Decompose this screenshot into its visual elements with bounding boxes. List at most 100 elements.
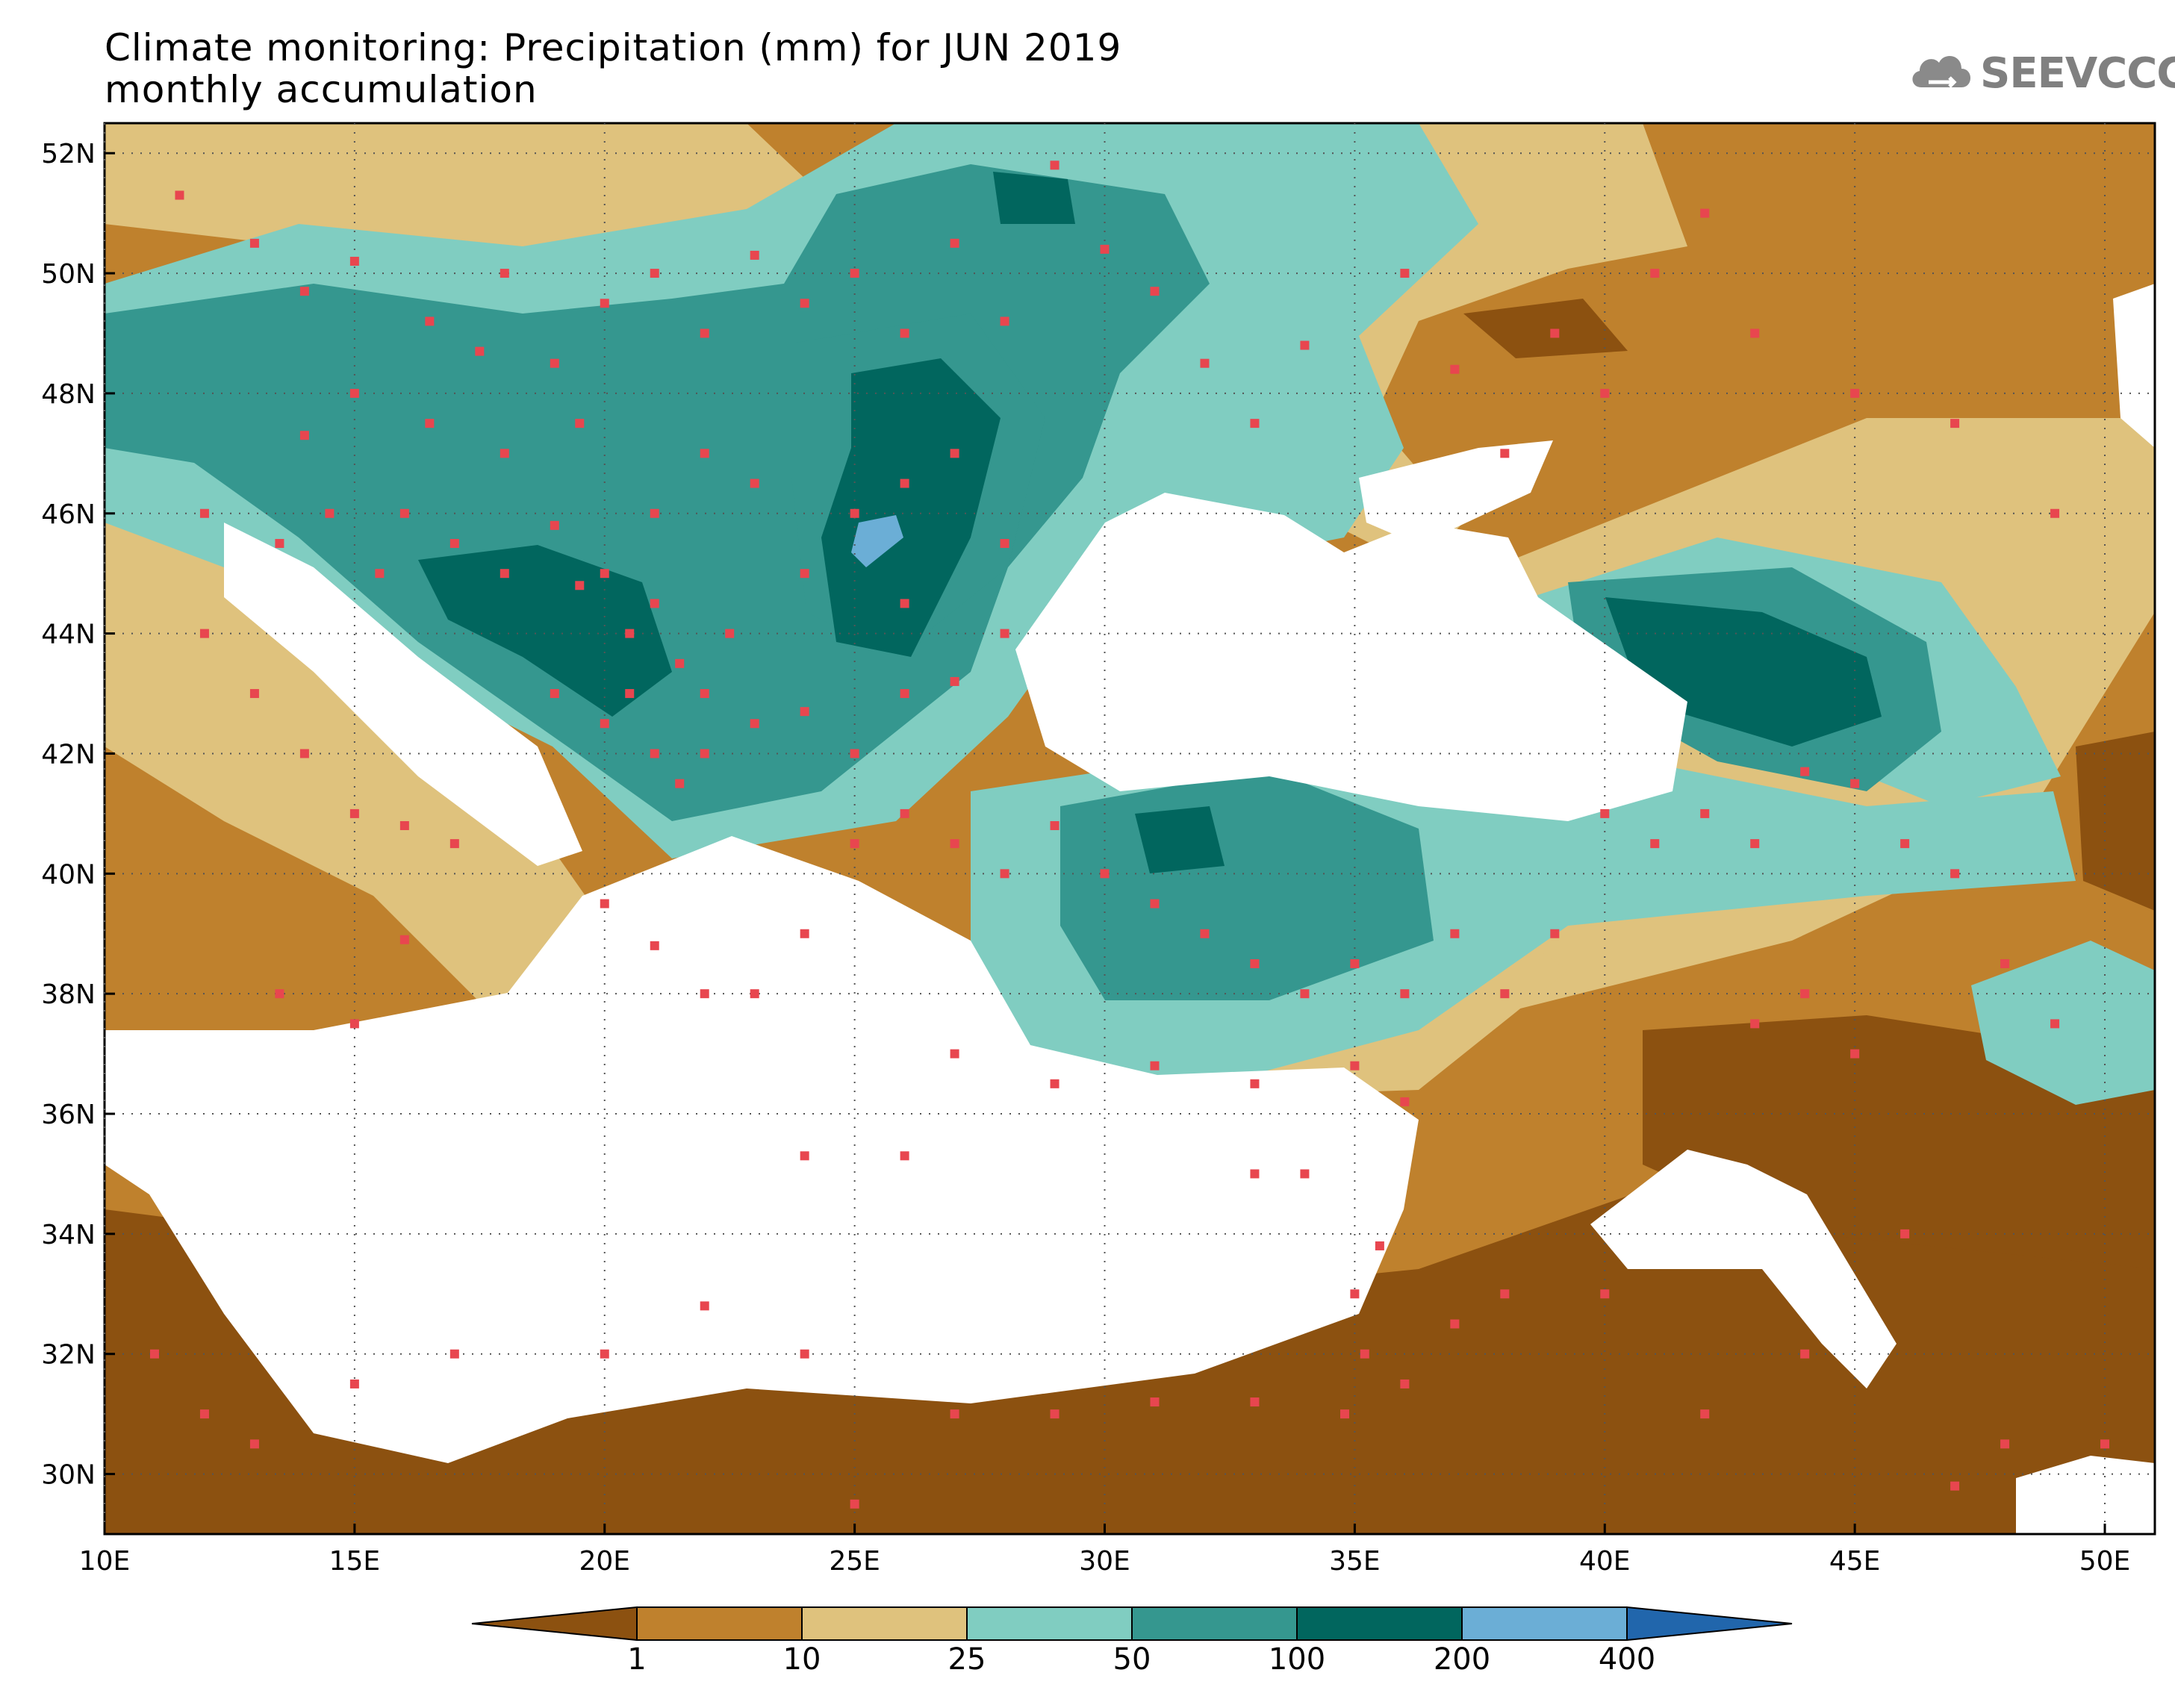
station-marker xyxy=(1700,808,1710,818)
sea-caspian-north xyxy=(2113,284,2155,448)
station-marker xyxy=(1650,269,1660,278)
longitude-label: 25E xyxy=(829,1546,880,1577)
station-marker xyxy=(1900,839,1910,849)
field-100-200-romania xyxy=(821,358,1001,657)
station-markers xyxy=(149,160,2110,1509)
station-marker xyxy=(850,508,859,518)
station-marker xyxy=(1650,839,1660,849)
station-marker xyxy=(449,839,459,849)
station-marker xyxy=(700,689,709,699)
field-100-200-ukraine xyxy=(993,172,1075,224)
station-marker xyxy=(800,707,809,717)
station-marker xyxy=(675,779,685,788)
latitude-label: 30N xyxy=(41,1460,96,1491)
colorbar-label: 400 xyxy=(1598,1642,1656,1677)
station-marker xyxy=(1250,1079,1260,1088)
station-marker xyxy=(1050,820,1060,830)
station-marker xyxy=(500,449,509,458)
station-marker xyxy=(800,1349,809,1359)
station-marker xyxy=(2050,508,2060,518)
station-marker xyxy=(1300,340,1310,350)
station-marker xyxy=(800,569,809,579)
station-marker xyxy=(349,808,359,818)
station-marker xyxy=(1350,959,1360,968)
latitude-label: 32N xyxy=(41,1340,96,1371)
station-marker xyxy=(1350,1061,1360,1070)
longitude-label: 40E xyxy=(1579,1546,1631,1577)
station-marker xyxy=(1950,1481,1960,1491)
station-marker xyxy=(149,1349,159,1359)
field-200-400-carpathian xyxy=(851,515,903,567)
station-marker xyxy=(1800,767,1810,776)
station-marker xyxy=(650,599,659,608)
station-marker xyxy=(500,269,509,278)
station-marker xyxy=(1750,328,1760,338)
station-marker xyxy=(950,1049,959,1059)
station-marker xyxy=(1400,1379,1410,1388)
longitude-labels: 10E 15E 20E 25E 30E 35E 40E 45E 50E xyxy=(79,1546,2131,1577)
station-marker xyxy=(1250,1169,1260,1179)
colorbar-50-100 xyxy=(1131,1606,1298,1641)
cloud-icon xyxy=(1912,55,1970,88)
station-marker xyxy=(1200,358,1210,368)
station-marker xyxy=(249,1439,259,1449)
station-marker xyxy=(1375,1241,1384,1250)
latitude-label: 38N xyxy=(41,979,96,1010)
station-marker xyxy=(1950,869,1960,879)
station-marker xyxy=(1000,317,1009,326)
station-marker xyxy=(249,238,259,248)
station-marker xyxy=(650,941,659,950)
colorbar-10-25 xyxy=(801,1606,968,1641)
station-marker xyxy=(700,449,709,458)
station-marker xyxy=(700,749,709,758)
station-marker xyxy=(1150,1397,1160,1407)
station-marker xyxy=(600,719,609,729)
logo-text: SEEVCCC xyxy=(1980,49,2175,98)
latitude-label: 48N xyxy=(41,379,96,410)
land-mask-arabian-desert xyxy=(1590,1150,1896,1388)
station-marker xyxy=(1550,328,1560,338)
colorbar-label: 10 xyxy=(782,1642,821,1677)
station-marker xyxy=(900,808,909,818)
station-marker xyxy=(750,479,759,488)
sea-mediterranean xyxy=(105,836,1419,1463)
latitude-label: 46N xyxy=(41,499,96,530)
colorbar-200-400 xyxy=(1461,1606,1628,1641)
station-marker xyxy=(1400,989,1410,999)
station-marker xyxy=(575,581,585,590)
station-marker xyxy=(349,1019,359,1029)
station-marker xyxy=(600,1349,609,1359)
colorbar xyxy=(471,1606,1793,1642)
station-marker xyxy=(700,1301,709,1311)
station-marker xyxy=(1100,869,1110,879)
field-100-200-anatolia xyxy=(1135,806,1225,873)
longitude-label: 30E xyxy=(1079,1546,1130,1577)
station-marker xyxy=(349,256,359,266)
station-marker xyxy=(1300,1169,1310,1179)
sea-black xyxy=(1015,493,1687,821)
station-marker xyxy=(1150,899,1160,908)
longitude-label: 20E xyxy=(579,1546,630,1577)
station-marker xyxy=(1600,388,1610,398)
colorbar-label: 200 xyxy=(1433,1642,1491,1677)
station-marker xyxy=(575,419,585,428)
station-marker xyxy=(1000,538,1009,548)
station-marker xyxy=(299,287,309,296)
station-marker xyxy=(1850,1049,1860,1059)
station-marker xyxy=(850,1499,859,1509)
station-marker xyxy=(1850,388,1860,398)
station-marker xyxy=(1750,1019,1760,1029)
field-25-50-iran xyxy=(1971,941,2155,1105)
station-marker xyxy=(199,508,209,518)
station-marker xyxy=(1450,1319,1460,1329)
colorbar-25-50 xyxy=(966,1606,1133,1641)
station-marker xyxy=(800,929,809,938)
colorbar-100-200 xyxy=(1296,1606,1463,1641)
station-marker xyxy=(275,989,284,999)
station-marker xyxy=(650,269,659,278)
station-marker xyxy=(950,676,959,686)
station-marker xyxy=(1000,869,1009,879)
station-marker xyxy=(950,238,959,248)
station-marker xyxy=(700,328,709,338)
